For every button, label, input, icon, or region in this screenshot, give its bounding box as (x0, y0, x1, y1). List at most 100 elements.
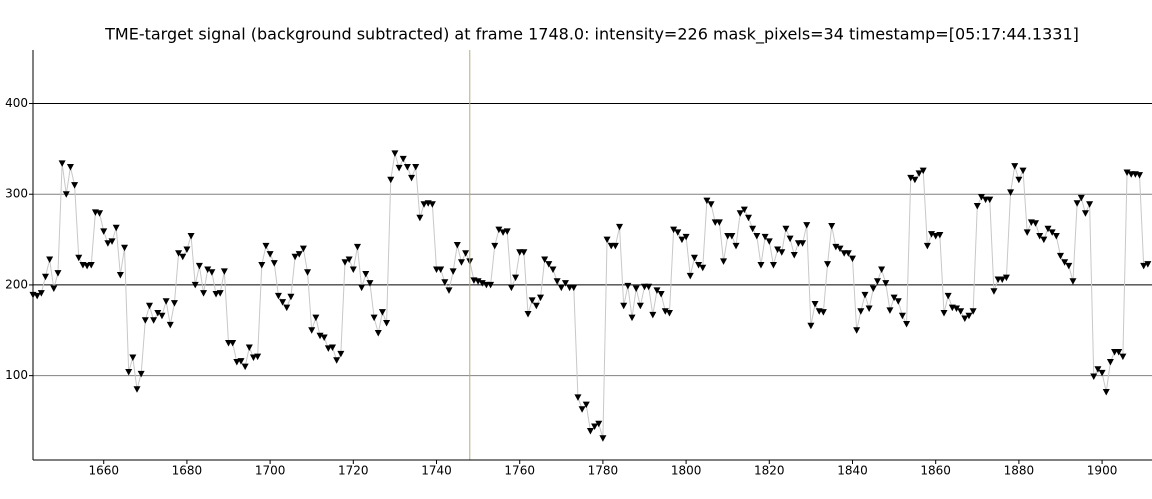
marker (487, 281, 495, 289)
marker (491, 242, 499, 250)
marker (661, 308, 669, 315)
marker (545, 261, 553, 268)
marker (957, 308, 965, 315)
marker (952, 305, 960, 313)
marker (848, 255, 856, 263)
marker (125, 369, 133, 376)
marker (828, 222, 836, 230)
marker (1077, 194, 1085, 202)
marker (873, 278, 881, 285)
x-tick-label: 1900 (1087, 464, 1118, 478)
marker (1115, 349, 1123, 356)
marker (329, 344, 337, 352)
marker (83, 262, 91, 270)
grid (33, 103, 1152, 377)
marker (811, 300, 819, 308)
marker (1019, 167, 1027, 175)
marker (1061, 259, 1069, 266)
marker (1081, 210, 1089, 217)
marker (769, 261, 777, 269)
marker (803, 222, 811, 229)
marker (370, 314, 378, 322)
marker (1069, 278, 1077, 285)
plot-area (29, 50, 1152, 460)
marker (507, 284, 515, 292)
marker (857, 308, 865, 315)
marker (266, 251, 274, 258)
marker (824, 261, 832, 268)
marker (657, 291, 665, 298)
marker (903, 320, 911, 328)
marker (212, 291, 220, 298)
marker (532, 302, 540, 310)
marker (495, 226, 503, 234)
marker (549, 266, 557, 274)
x-tick-label: 1700 (255, 464, 286, 478)
marker (998, 276, 1006, 283)
marker (1086, 201, 1094, 208)
marker (923, 242, 931, 250)
marker (853, 327, 861, 334)
marker (62, 191, 70, 198)
marker (312, 314, 320, 322)
marker (66, 164, 74, 171)
marker (1106, 359, 1114, 366)
marker (744, 214, 752, 222)
marker (445, 287, 453, 294)
marker (270, 260, 278, 267)
x-tick-label: 1840 (837, 464, 868, 478)
marker (732, 242, 740, 250)
marker (1140, 262, 1148, 270)
marker (54, 270, 62, 277)
marker (358, 284, 366, 292)
marker (832, 243, 840, 251)
marker (611, 242, 619, 250)
marker (58, 160, 66, 167)
marker (582, 401, 590, 409)
marker (977, 193, 985, 201)
marker (682, 233, 690, 241)
marker (408, 174, 416, 182)
marker (603, 236, 611, 244)
marker (541, 256, 549, 264)
marker (720, 258, 728, 265)
marker (112, 224, 120, 232)
marker (973, 203, 981, 210)
marker (1002, 274, 1010, 282)
marker (499, 229, 507, 236)
marker (349, 266, 357, 274)
marker (378, 309, 386, 316)
marker (175, 250, 183, 257)
marker (403, 164, 411, 171)
marker (291, 253, 299, 261)
marker (1065, 262, 1073, 270)
marker (137, 370, 145, 378)
marker (220, 268, 228, 275)
marker (258, 261, 266, 269)
x-tick-label: 1860 (920, 464, 951, 478)
x-tick-label: 1740 (421, 464, 452, 478)
marker (969, 308, 977, 315)
marker (940, 310, 948, 317)
marker (420, 201, 428, 208)
marker (878, 266, 886, 274)
marker (287, 293, 295, 301)
marker (395, 164, 403, 172)
marker (154, 310, 162, 317)
marker (216, 290, 224, 297)
marker (333, 357, 341, 364)
marker (279, 299, 287, 306)
marker (341, 259, 349, 266)
marker (695, 261, 703, 269)
marker (674, 229, 682, 236)
marker (911, 176, 919, 184)
marker (50, 285, 58, 293)
marker (907, 174, 915, 182)
marker (353, 243, 361, 251)
marker (915, 170, 923, 177)
marker (869, 285, 877, 293)
marker (632, 285, 640, 293)
marker (96, 210, 104, 217)
marker (636, 302, 644, 310)
